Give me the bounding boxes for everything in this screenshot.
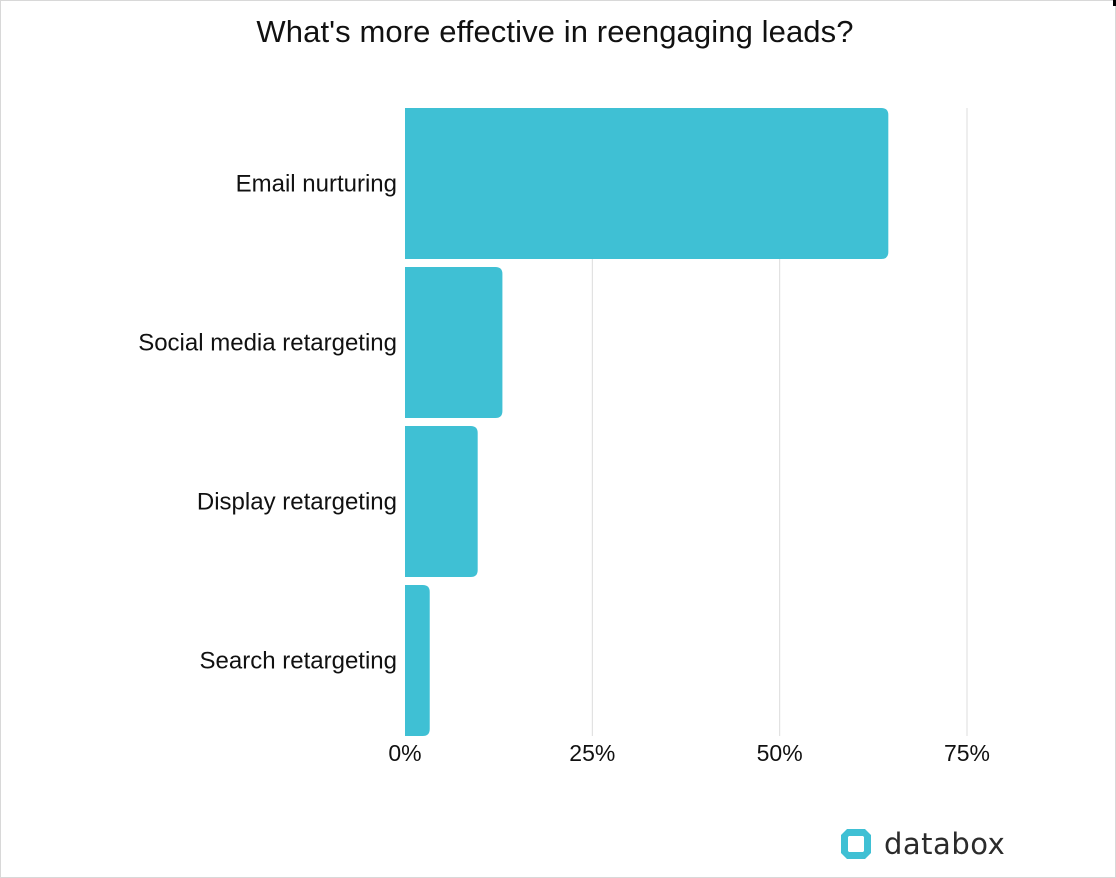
category-label: Search retargeting bbox=[200, 648, 397, 675]
databox-logo-icon bbox=[841, 829, 871, 859]
x-axis-ticks: 0% 25% 50% 75% bbox=[388, 740, 990, 766]
x-tick-label: 75% bbox=[944, 740, 990, 766]
brand-name: databox bbox=[884, 827, 1006, 861]
chart-title: What's more effective in reengaging lead… bbox=[256, 14, 854, 49]
bars bbox=[405, 108, 889, 736]
bar bbox=[405, 585, 430, 736]
bar bbox=[405, 426, 478, 577]
x-tick-label: 0% bbox=[388, 740, 421, 766]
category-label: Social media retargeting bbox=[138, 330, 397, 357]
bar bbox=[405, 267, 503, 418]
bar bbox=[405, 108, 889, 259]
corner-mark bbox=[1113, 0, 1116, 6]
category-label: Email nurturing bbox=[236, 171, 397, 198]
category-labels: Email nurturing Social media retargeting D… bbox=[138, 171, 397, 675]
x-tick-label: 25% bbox=[569, 740, 615, 766]
category-label: Display retargeting bbox=[197, 489, 397, 516]
x-tick-label: 50% bbox=[757, 740, 803, 766]
brand-logo: databox bbox=[838, 826, 1005, 862]
